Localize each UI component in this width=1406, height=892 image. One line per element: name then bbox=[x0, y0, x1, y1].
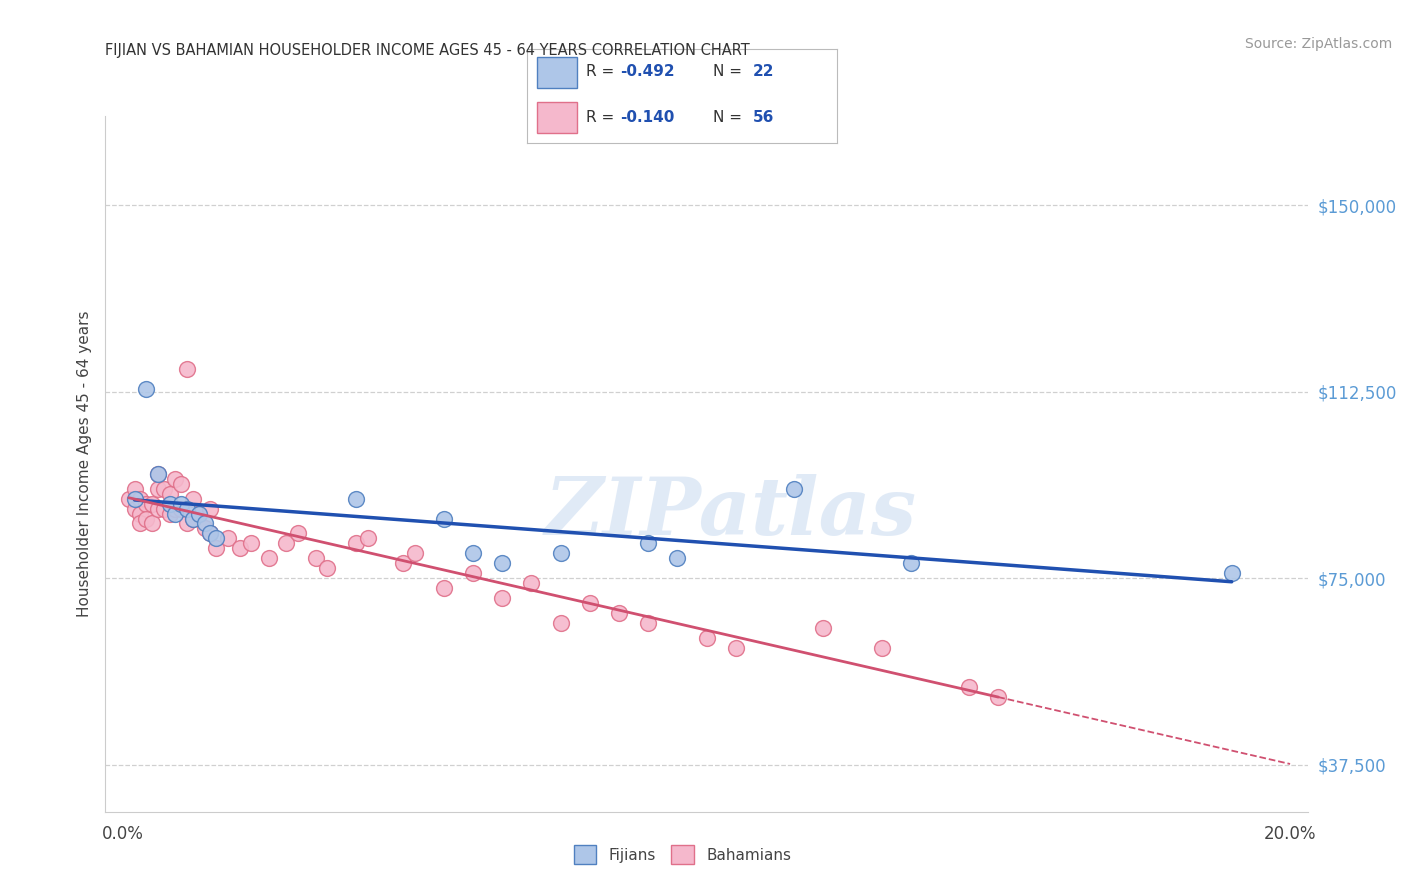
Point bbox=[165, 472, 187, 486]
Point bbox=[870, 640, 893, 655]
Point bbox=[129, 507, 152, 521]
Point bbox=[135, 382, 157, 396]
Point bbox=[170, 497, 193, 511]
Point bbox=[118, 491, 141, 506]
Point bbox=[433, 581, 456, 595]
Text: R =: R = bbox=[586, 110, 619, 125]
Text: N =: N = bbox=[713, 110, 747, 125]
Point bbox=[724, 640, 747, 655]
Point bbox=[217, 532, 239, 546]
Point bbox=[344, 536, 367, 550]
Point bbox=[187, 507, 209, 521]
Text: N =: N = bbox=[713, 64, 747, 79]
Point bbox=[194, 521, 217, 535]
Point bbox=[900, 556, 922, 570]
Point bbox=[176, 516, 198, 531]
Point bbox=[159, 507, 181, 521]
Text: -0.492: -0.492 bbox=[620, 64, 675, 79]
Point bbox=[316, 561, 339, 575]
Point bbox=[344, 491, 367, 506]
Point bbox=[165, 507, 187, 521]
Bar bbox=[537, 102, 576, 134]
Point bbox=[200, 526, 222, 541]
Point bbox=[695, 631, 717, 645]
Point bbox=[205, 541, 228, 556]
Point bbox=[135, 511, 157, 525]
Point bbox=[129, 516, 152, 531]
Point bbox=[957, 681, 980, 695]
Point bbox=[124, 501, 146, 516]
Point bbox=[392, 556, 415, 570]
Point bbox=[124, 482, 146, 496]
Point bbox=[550, 546, 572, 560]
Text: R =: R = bbox=[586, 64, 619, 79]
Text: ZIPatlas: ZIPatlas bbox=[544, 474, 917, 551]
Point bbox=[153, 482, 176, 496]
Point bbox=[1220, 566, 1243, 581]
Point bbox=[813, 621, 835, 635]
Point bbox=[491, 556, 513, 570]
Text: -0.140: -0.140 bbox=[620, 110, 675, 125]
Point bbox=[200, 501, 222, 516]
Point bbox=[181, 511, 204, 525]
Point bbox=[146, 482, 169, 496]
Point bbox=[146, 501, 169, 516]
Point bbox=[194, 516, 217, 531]
Point bbox=[257, 551, 280, 566]
Point bbox=[146, 467, 169, 481]
Point bbox=[170, 501, 193, 516]
Point bbox=[176, 362, 198, 376]
Point bbox=[276, 536, 298, 550]
Point bbox=[159, 497, 181, 511]
Point bbox=[187, 507, 209, 521]
Point bbox=[141, 497, 163, 511]
Point bbox=[170, 476, 193, 491]
Point bbox=[181, 491, 204, 506]
Y-axis label: Householder Income Ages 45 - 64 years: Householder Income Ages 45 - 64 years bbox=[76, 310, 91, 617]
Point bbox=[461, 546, 484, 560]
Point bbox=[520, 576, 543, 591]
Legend: Fijians, Bahamians: Fijians, Bahamians bbox=[568, 839, 797, 871]
Point bbox=[124, 491, 146, 506]
Point bbox=[491, 591, 513, 605]
Point bbox=[176, 501, 198, 516]
Point bbox=[146, 467, 169, 481]
Point bbox=[404, 546, 426, 560]
Point bbox=[153, 501, 176, 516]
Text: FIJIAN VS BAHAMIAN HOUSEHOLDER INCOME AGES 45 - 64 YEARS CORRELATION CHART: FIJIAN VS BAHAMIAN HOUSEHOLDER INCOME AG… bbox=[105, 43, 751, 58]
Point bbox=[578, 596, 600, 610]
Point bbox=[433, 511, 456, 525]
Point bbox=[357, 532, 380, 546]
Text: 56: 56 bbox=[754, 110, 775, 125]
Point bbox=[240, 536, 263, 550]
Point bbox=[205, 532, 228, 546]
Point bbox=[287, 526, 309, 541]
Bar bbox=[537, 56, 576, 88]
Point bbox=[228, 541, 250, 556]
Point bbox=[141, 516, 163, 531]
Point bbox=[461, 566, 484, 581]
Point bbox=[181, 511, 204, 525]
Point bbox=[165, 501, 187, 516]
Point bbox=[550, 615, 572, 630]
Point bbox=[666, 551, 689, 566]
Point bbox=[129, 491, 152, 506]
Text: 22: 22 bbox=[754, 64, 775, 79]
Point bbox=[637, 615, 659, 630]
Point bbox=[637, 536, 659, 550]
Point bbox=[159, 486, 181, 500]
Text: Source: ZipAtlas.com: Source: ZipAtlas.com bbox=[1244, 37, 1392, 52]
Point bbox=[987, 690, 1010, 705]
Point bbox=[304, 551, 326, 566]
Point bbox=[200, 526, 222, 541]
Point bbox=[135, 497, 157, 511]
Point bbox=[607, 606, 630, 620]
Point bbox=[783, 482, 806, 496]
